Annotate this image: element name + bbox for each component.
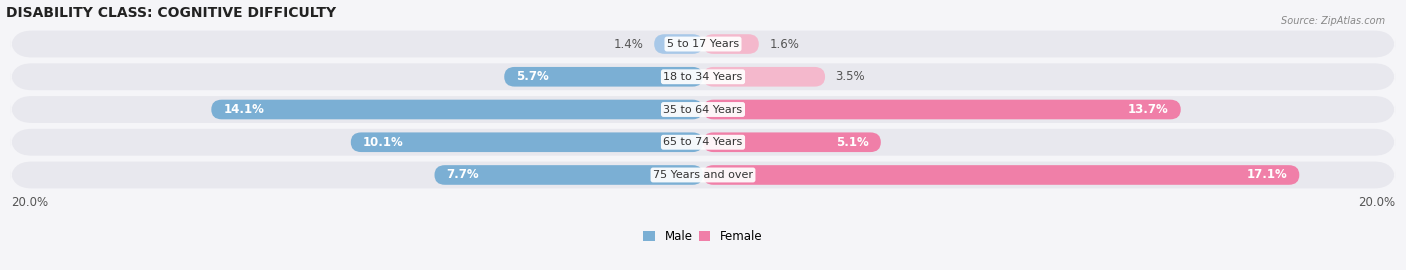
Legend: Male, Female: Male, Female (638, 225, 768, 248)
Text: 7.7%: 7.7% (447, 168, 479, 181)
Text: 18 to 34 Years: 18 to 34 Years (664, 72, 742, 82)
Text: 65 to 74 Years: 65 to 74 Years (664, 137, 742, 147)
Text: 1.6%: 1.6% (769, 38, 799, 50)
Text: 75 Years and over: 75 Years and over (652, 170, 754, 180)
Text: 10.1%: 10.1% (363, 136, 404, 149)
Text: DISABILITY CLASS: COGNITIVE DIFFICULTY: DISABILITY CLASS: COGNITIVE DIFFICULTY (6, 6, 336, 19)
Text: 20.0%: 20.0% (1358, 196, 1395, 209)
Text: 5.1%: 5.1% (837, 136, 869, 149)
FancyBboxPatch shape (11, 129, 1395, 156)
FancyBboxPatch shape (434, 165, 703, 185)
FancyBboxPatch shape (350, 132, 703, 152)
FancyBboxPatch shape (703, 165, 1299, 185)
FancyBboxPatch shape (11, 96, 1395, 123)
FancyBboxPatch shape (11, 161, 1395, 188)
FancyBboxPatch shape (11, 31, 1395, 58)
Text: 3.5%: 3.5% (835, 70, 865, 83)
Text: 13.7%: 13.7% (1128, 103, 1168, 116)
FancyBboxPatch shape (11, 63, 1395, 90)
FancyBboxPatch shape (703, 100, 1181, 119)
Text: 17.1%: 17.1% (1246, 168, 1286, 181)
FancyBboxPatch shape (505, 67, 703, 87)
FancyBboxPatch shape (703, 132, 880, 152)
FancyBboxPatch shape (211, 100, 703, 119)
FancyBboxPatch shape (654, 34, 703, 54)
Text: 35 to 64 Years: 35 to 64 Years (664, 104, 742, 114)
Text: 14.1%: 14.1% (224, 103, 264, 116)
Text: 20.0%: 20.0% (11, 196, 48, 209)
FancyBboxPatch shape (703, 67, 825, 87)
Text: 5 to 17 Years: 5 to 17 Years (666, 39, 740, 49)
Text: 5.7%: 5.7% (516, 70, 550, 83)
Text: Source: ZipAtlas.com: Source: ZipAtlas.com (1281, 16, 1385, 26)
Text: 1.4%: 1.4% (614, 38, 644, 50)
FancyBboxPatch shape (703, 34, 759, 54)
